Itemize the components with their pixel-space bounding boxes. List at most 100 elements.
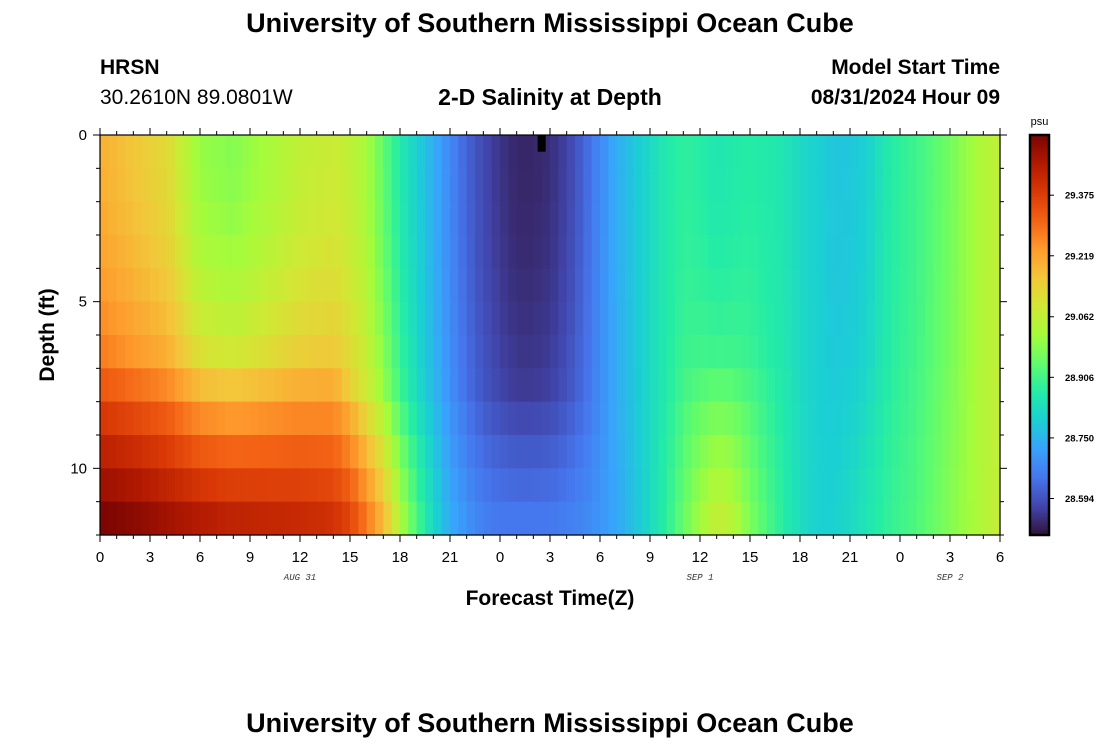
heatmap-cell [591, 468, 601, 503]
heatmap-cell [625, 201, 634, 236]
heatmap-cell [958, 168, 968, 203]
heatmap-cell [491, 468, 501, 503]
heatmap-cell [458, 468, 468, 503]
heatmap-cell [175, 268, 184, 303]
heatmap-cell [408, 468, 418, 503]
heatmap-cell [975, 301, 984, 336]
heatmap-cell [691, 368, 701, 403]
heatmap-cell [850, 201, 859, 236]
heatmap-cell [458, 368, 468, 403]
heatmap-cell [150, 401, 159, 436]
heatmap-cell [941, 501, 951, 536]
heatmap-cell [916, 501, 926, 536]
heatmap-cell [616, 335, 626, 369]
heatmap-cell [675, 235, 684, 269]
heatmap-cell [941, 301, 951, 336]
heatmap-cell [850, 368, 859, 403]
heatmap-cell [258, 501, 268, 536]
heatmap-cell [725, 268, 734, 303]
heatmap-cell [633, 368, 643, 403]
heatmap-cell [950, 401, 959, 436]
heatmap-cell [108, 168, 118, 203]
heatmap-cell [700, 168, 709, 203]
heatmap-cell [225, 135, 234, 169]
heatmap-cell [425, 501, 434, 536]
heatmap-cell [558, 401, 568, 436]
heatmap-cell [858, 301, 868, 336]
heatmap-cell [808, 501, 818, 536]
heatmap-cell [675, 201, 684, 236]
heatmap-cell [325, 135, 334, 169]
heatmap-cell [983, 401, 993, 436]
heatmap-cell [233, 501, 243, 536]
heatmap-cell [250, 135, 259, 169]
heatmap-cell [500, 168, 509, 203]
heatmap-cell [300, 368, 309, 403]
heatmap-cell [916, 401, 926, 436]
heatmap-cell [341, 468, 351, 503]
heatmap-cell [991, 501, 1001, 536]
heatmap-cell [625, 168, 634, 203]
heatmap-cell [183, 268, 193, 303]
heatmap-cell [950, 335, 959, 369]
heatmap-cell [150, 201, 159, 236]
heatmap-cell [483, 135, 493, 169]
heatmap-cell [816, 168, 826, 203]
date-label: SEP 2 [936, 573, 964, 583]
heatmap-cell [666, 468, 676, 503]
heatmap-cell [191, 135, 201, 169]
heatmap-cell [133, 235, 143, 269]
heatmap-cell [233, 401, 243, 436]
heatmap-cell [325, 168, 334, 203]
heatmap-cell [100, 268, 109, 303]
heatmap-cell [150, 301, 159, 336]
heatmap-cell [925, 168, 934, 203]
heatmap-cell [958, 435, 968, 469]
heatmap-cell [558, 435, 568, 469]
heatmap-cell [358, 268, 368, 303]
heatmap-cell [325, 235, 334, 269]
heatmap-cell [358, 335, 368, 369]
heatmap-cell [341, 268, 351, 303]
heatmap-cell [900, 468, 909, 503]
heatmap-cell [875, 135, 884, 169]
heatmap-cell [291, 168, 301, 203]
heatmap-cell [958, 368, 968, 403]
heatmap-cell [983, 201, 993, 236]
heatmap-cell [758, 168, 768, 203]
heatmap-cell [925, 368, 934, 403]
heatmap-cell [741, 501, 751, 536]
heatmap-cell [383, 435, 393, 469]
heatmap-cell [691, 168, 701, 203]
heatmap-cell [158, 368, 168, 403]
heatmap-cell [450, 335, 459, 369]
heatmap-cell [683, 368, 693, 403]
heatmap-cell [225, 368, 234, 403]
heatmap-cell [650, 268, 659, 303]
heatmap-cell [758, 301, 768, 336]
heatmap-cell [391, 201, 401, 236]
heatmap-cell [283, 401, 293, 436]
heatmap-cell [125, 335, 134, 369]
heatmap-cell [683, 135, 693, 169]
heatmap-cell [850, 168, 859, 203]
y-tick-label: 5 [79, 294, 87, 311]
heatmap-cell [475, 401, 484, 436]
heatmap-cell [266, 268, 276, 303]
heatmap-cell [375, 235, 384, 269]
heatmap-cell [616, 435, 626, 469]
heatmap-cell [816, 501, 826, 536]
heatmap-cell [816, 335, 826, 369]
heatmap-cell [141, 135, 151, 169]
heatmap-cell [250, 335, 259, 369]
heatmap-cell [941, 468, 951, 503]
heatmap-cell [100, 501, 109, 536]
heatmap-cell [983, 501, 993, 536]
heatmap-cell [991, 201, 1001, 236]
heatmap-cell [100, 301, 109, 336]
heatmap-cell [725, 235, 734, 269]
heatmap-cell [541, 268, 551, 303]
heatmap-cell [683, 501, 693, 536]
heatmap-cell [308, 168, 318, 203]
heatmap-cell [691, 235, 701, 269]
